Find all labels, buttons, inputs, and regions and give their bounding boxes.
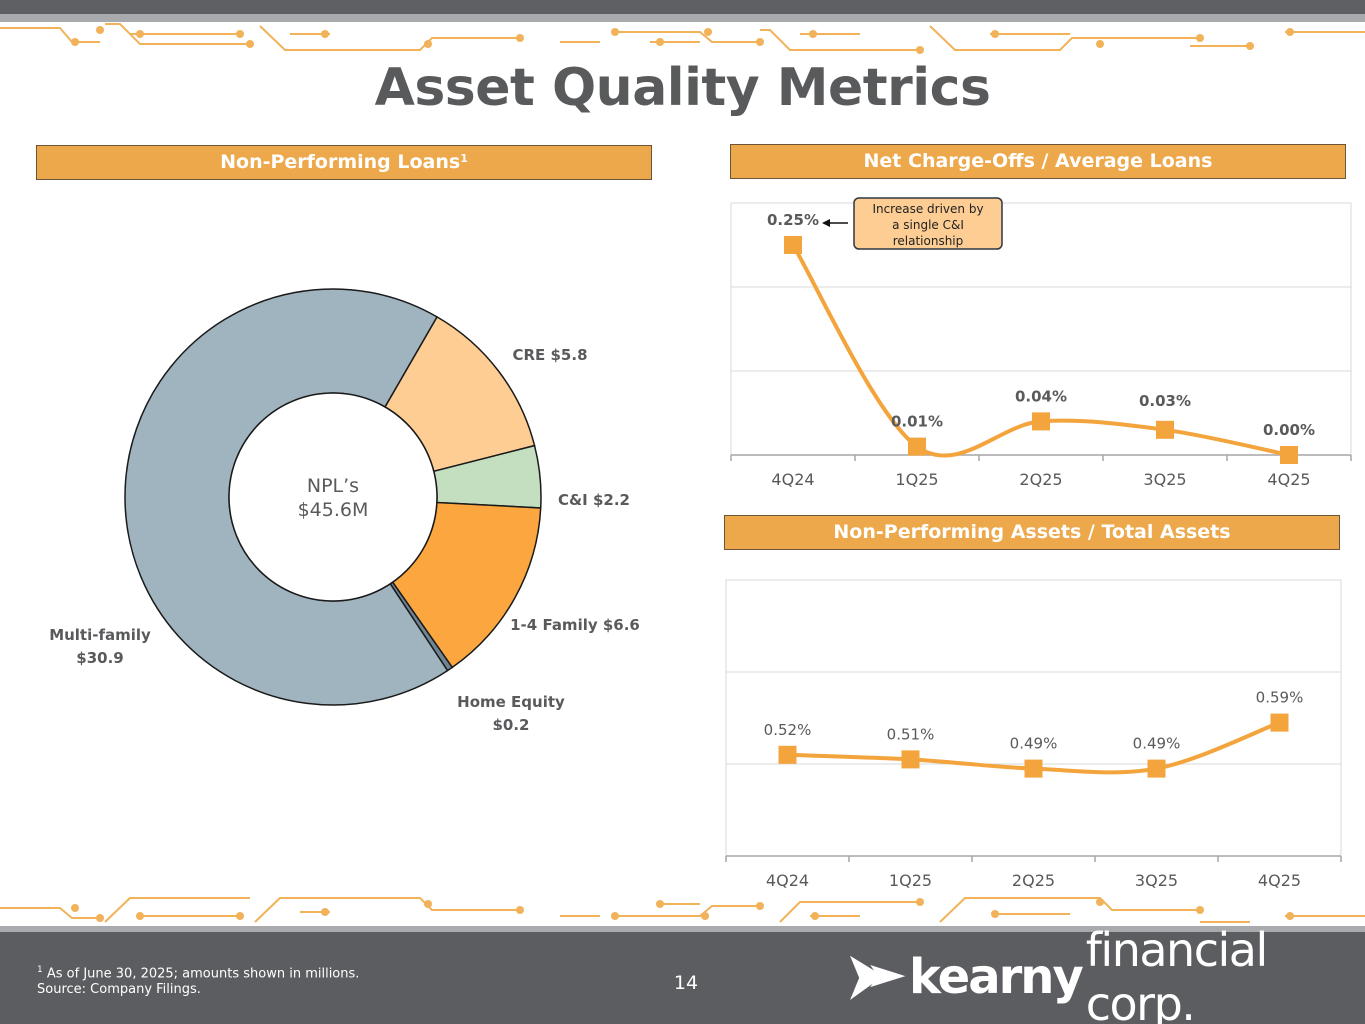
npa-point-2q25 <box>1024 759 1043 778</box>
donut-label-home-equity: Home Equity <box>457 693 565 711</box>
footer-band <box>0 932 1365 1024</box>
logo-word-financial: financial corp. <box>1085 923 1269 1024</box>
donut-center-label: NPL’s <box>307 475 359 497</box>
callout-line-2: a single C&I <box>892 218 964 232</box>
circuit-decoration-top <box>0 23 1365 54</box>
nco-tick-2q25: 2Q25 <box>1019 470 1062 489</box>
nco-x-tick-labels: 4Q24 1Q25 2Q25 3Q25 4Q25 <box>771 470 1310 489</box>
npa-data-labels: 0.52% 0.51% 0.49% 0.49% 0.59% <box>764 689 1304 753</box>
npa-line-chart: 0.52% 0.51% 0.49% 0.49% 0.59% 4Q24 1Q25 2Q25 3Q… <box>725 579 1342 890</box>
footnote-mark: 1 <box>37 965 43 975</box>
footnote-line-1: 1 As of June 30, 2025; amounts shown in … <box>37 962 359 982</box>
nco-grid <box>730 202 1352 461</box>
npa-label-2q25: 0.49% <box>1010 735 1058 753</box>
npa-tick-3q25: 3Q25 <box>1135 871 1178 890</box>
page-number: 14 <box>673 972 699 994</box>
callout-line-1: Increase driven by <box>872 202 983 216</box>
nco-line-chart: 0.25% 0.01% 0.04% 0.03% 0.00% 4Q24 1Q25 2Q25 3Q… <box>730 197 1352 489</box>
logo-word-kearny: kearny <box>909 949 1084 1005</box>
npl-donut-chart: NPL’s $45.6M CRE $5.8 C&I $2.2 1-4 Family … <box>49 288 640 730</box>
nco-point-4q24 <box>784 236 802 254</box>
top-band <box>0 0 1365 14</box>
nco-data-labels: 0.25% 0.01% 0.04% 0.03% 0.00% <box>767 211 1315 439</box>
logo-chevron-icon <box>850 955 906 1001</box>
donut-labels: CRE $5.8 C&I $2.2 1-4 Family $6.6 Home Equi… <box>49 346 640 730</box>
nco-label-2q25: 0.04% <box>1015 387 1067 405</box>
nco-point-4q25 <box>1280 446 1298 464</box>
npl-header: Non-Performing Loans1 <box>36 145 652 180</box>
nco-label-3q25: 0.03% <box>1139 392 1191 410</box>
nco-label-4q24: 0.25% <box>767 211 819 229</box>
donut-hole <box>228 392 438 602</box>
npa-label-4q24: 0.52% <box>764 721 812 739</box>
donut-slices <box>124 288 542 706</box>
npl-header-text: Non-Performing Loans <box>220 151 461 173</box>
npa-label-3q25: 0.49% <box>1133 735 1181 753</box>
footnote: 1 As of June 30, 2025; amounts shown in … <box>37 962 359 998</box>
nco-tick-1q25: 1Q25 <box>895 470 938 489</box>
nco-label-4q25: 0.00% <box>1263 421 1315 439</box>
footnote-line-2: Source: Company Filings. <box>37 982 201 998</box>
npa-header: Non-Performing Assets / Total Assets <box>724 515 1340 550</box>
nco-points <box>784 236 1298 464</box>
donut-label-cre: CRE $5.8 <box>512 346 587 364</box>
npa-tick-2q25: 2Q25 <box>1012 871 1055 890</box>
nco-label-1q25: 0.01% <box>891 413 943 431</box>
nco-point-2q25 <box>1032 412 1050 431</box>
npa-point-4q25 <box>1270 713 1289 732</box>
nco-header: Net Charge-Offs / Average Loans <box>730 144 1346 179</box>
donut-label-1-4-family: 1-4 Family $6.6 <box>510 616 640 634</box>
npa-grid <box>725 579 1342 862</box>
npa-point-4q24 <box>778 745 797 764</box>
nco-callout: Increase driven by a single C&I relation… <box>822 197 1003 250</box>
footer-divider <box>0 926 1365 932</box>
footnote-text: As of June 30, 2025; amounts shown in mi… <box>46 966 360 982</box>
top-band-light <box>0 14 1365 22</box>
npa-point-3q25 <box>1147 759 1166 778</box>
npa-x-tick-labels: 4Q24 1Q25 2Q25 3Q25 4Q25 <box>766 871 1301 890</box>
nco-point-1q25 <box>908 437 926 456</box>
circuit-decoration-bottom <box>0 897 1365 923</box>
donut-value-multi-family: $30.9 <box>76 649 123 667</box>
callout-arrow-head <box>822 219 830 227</box>
donut-label-c-i: C&I $2.2 <box>558 491 630 509</box>
callout-box <box>853 197 1003 250</box>
donut-center-total: $45.6M <box>298 499 369 521</box>
company-logo: kearny financial corp. <box>850 923 1365 1024</box>
npa-label-4q25: 0.59% <box>1256 689 1304 707</box>
donut-label-multi-family: Multi-family <box>49 626 151 644</box>
nco-series-line <box>791 243 1290 458</box>
nco-point-3q25 <box>1156 420 1174 439</box>
callout-line-3: relationship <box>893 234 964 248</box>
npl-header-footnote-mark: 1 <box>460 152 468 165</box>
page-title: Asset Quality Metrics <box>374 58 991 118</box>
nco-tick-4q24: 4Q24 <box>771 470 814 489</box>
nco-tick-4q25: 4Q25 <box>1267 470 1310 489</box>
npa-tick-4q24: 4Q24 <box>766 871 809 890</box>
npa-plot-frame <box>725 579 1342 857</box>
donut-value-home-equity: $0.2 <box>492 716 529 730</box>
npa-tick-4q25: 4Q25 <box>1258 871 1301 890</box>
npa-label-1q25: 0.51% <box>887 725 935 743</box>
npa-points <box>778 713 1289 778</box>
nco-tick-3q25: 3Q25 <box>1143 470 1186 489</box>
npa-point-1q25 <box>901 750 920 769</box>
npa-tick-1q25: 1Q25 <box>889 871 932 890</box>
